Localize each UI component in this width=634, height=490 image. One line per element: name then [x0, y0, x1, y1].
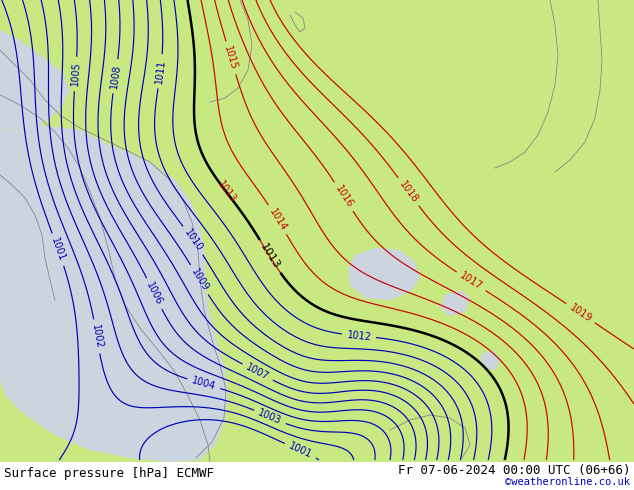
Text: 1001: 1001 — [49, 237, 67, 263]
Text: 1013: 1013 — [258, 242, 281, 271]
Polygon shape — [440, 290, 470, 316]
Text: 1018: 1018 — [397, 179, 420, 205]
Text: 1001: 1001 — [287, 441, 314, 460]
Text: Fr 07-06-2024 00:00 UTC (06+66): Fr 07-06-2024 00:00 UTC (06+66) — [398, 464, 630, 476]
Bar — [0, 462, 634, 490]
Polygon shape — [0, 125, 228, 462]
Text: ©weatheronline.co.uk: ©weatheronline.co.uk — [505, 477, 630, 487]
Polygon shape — [480, 350, 500, 370]
Text: 1014: 1014 — [267, 207, 288, 233]
Text: 1010: 1010 — [182, 227, 204, 253]
Text: 1015: 1015 — [223, 45, 239, 71]
Text: 1007: 1007 — [244, 362, 271, 382]
Text: 1004: 1004 — [191, 375, 217, 392]
Text: 1013: 1013 — [215, 179, 238, 205]
Text: Surface pressure [hPa] ECMWF: Surface pressure [hPa] ECMWF — [4, 466, 214, 480]
Text: 1002: 1002 — [89, 323, 104, 349]
Polygon shape — [0, 0, 70, 130]
Text: 1006: 1006 — [145, 280, 164, 307]
Text: 1009: 1009 — [189, 267, 210, 293]
Text: 1011: 1011 — [154, 59, 167, 84]
Text: 1005: 1005 — [70, 61, 81, 87]
Text: 1008: 1008 — [109, 63, 122, 89]
Text: 1012: 1012 — [346, 330, 372, 342]
Text: 1003: 1003 — [257, 408, 283, 426]
Polygon shape — [348, 248, 420, 300]
Text: 1019: 1019 — [567, 302, 593, 324]
Text: 1016: 1016 — [333, 184, 354, 210]
Text: 1017: 1017 — [458, 270, 484, 292]
